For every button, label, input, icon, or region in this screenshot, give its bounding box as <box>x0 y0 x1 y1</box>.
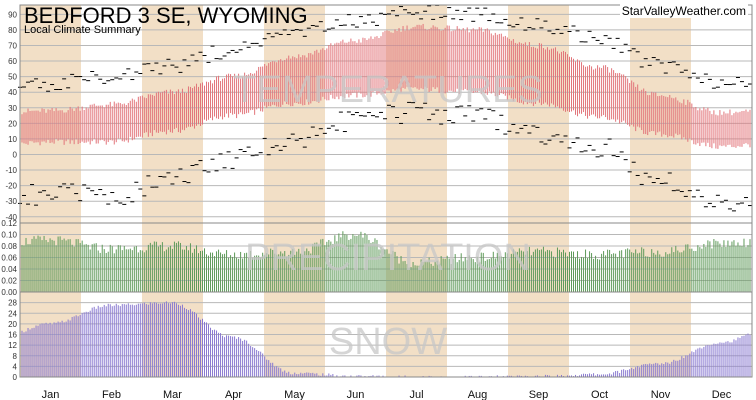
snow-tick-label: 28 <box>8 299 17 308</box>
temperatures-watermark: TEMPERATURES <box>233 69 543 111</box>
temp-tick-label: -30 <box>5 197 17 206</box>
month-band <box>20 5 81 377</box>
snow-watermark: SNOW <box>329 321 447 363</box>
snow-tick-label: 24 <box>8 309 17 318</box>
month-label: Aug <box>468 389 488 400</box>
temp-tick-label: -20 <box>5 182 17 191</box>
month-label: Dec <box>712 389 732 400</box>
temp-tick-label: 60 <box>8 57 17 66</box>
month-label: May <box>284 389 305 400</box>
temp-tick-label: 90 <box>8 10 17 19</box>
month-label: Jun <box>347 389 365 400</box>
snow-tick-label: 8 <box>13 352 18 361</box>
snow-tick-label: 4 <box>13 362 18 371</box>
precipitation-watermark: PRECIPITATION <box>245 237 531 279</box>
precip-tick-label: 0.04 <box>1 265 17 274</box>
snow-tick-label: 20 <box>8 320 17 329</box>
temp-tick-label: 0 <box>13 150 18 159</box>
precip-tick-label: 0.08 <box>1 242 17 251</box>
month-band <box>508 5 569 377</box>
site-credit[interactable]: StarValleyWeather.com <box>619 4 748 18</box>
temp-tick-label: 40 <box>8 88 17 97</box>
precip-tick-label: 0.06 <box>1 254 17 263</box>
temp-tick-label: 80 <box>8 26 17 35</box>
precip-tick-label: 0.10 <box>1 231 17 240</box>
month-label: Jul <box>409 389 423 400</box>
temp-tick-label: 50 <box>8 73 17 82</box>
month-label: Apr <box>225 389 242 400</box>
temp-tick-label: 10 <box>8 135 17 144</box>
precip-tick-label: 0.02 <box>1 277 17 286</box>
month-label: Jan <box>42 389 60 400</box>
month-label: Mar <box>163 389 182 400</box>
precip-tick-label: 0.00 <box>1 288 17 297</box>
month-label: Nov <box>651 389 671 400</box>
temp-tick-label: 20 <box>8 119 17 128</box>
snow-tick-label: 12 <box>8 341 17 350</box>
month-label: Feb <box>102 389 121 400</box>
snow-tick-label: 0 <box>13 373 18 382</box>
temp-tick-label: -10 <box>5 166 17 175</box>
plot-frame <box>19 4 753 378</box>
temp-tick-label: 70 <box>8 41 17 50</box>
precip-tick-label: 0.12 <box>1 219 17 228</box>
temp-tick-label: -40 <box>5 213 17 222</box>
chart-title: BEDFORD 3 SE, WYOMING <box>24 3 308 28</box>
month-label: Sep <box>529 389 549 400</box>
temp-tick-label: 30 <box>8 104 17 113</box>
chart-subtitle: Local Climate Summary <box>24 24 141 36</box>
month-label: Oct <box>591 389 608 400</box>
snow-tick-label: 16 <box>8 331 17 340</box>
